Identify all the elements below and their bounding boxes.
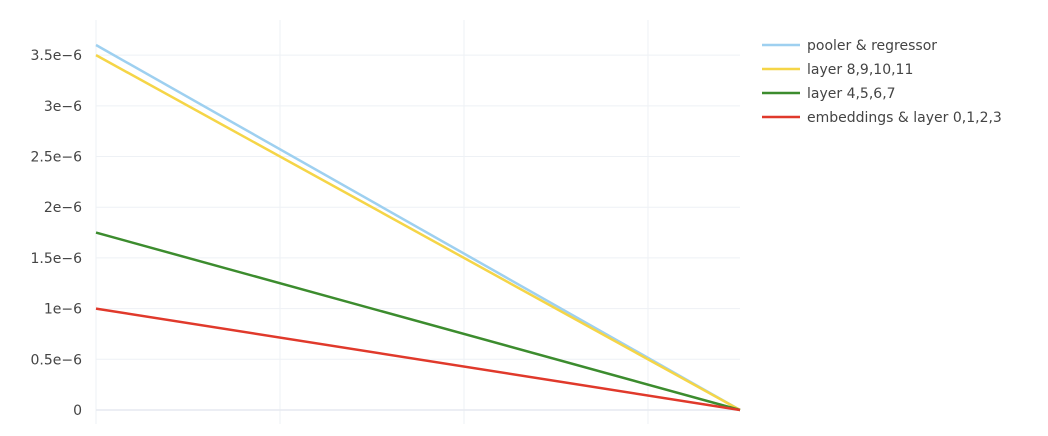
legend-label: layer 8,9,10,11 <box>807 62 913 78</box>
legend-item[interactable]: pooler & regressor <box>762 38 937 54</box>
legend-label: embeddings & layer 0,1,2,3 <box>807 110 1002 126</box>
legend-item[interactable]: embeddings & layer 0,1,2,3 <box>762 110 1002 126</box>
y-tick-label: 1.5e−6 <box>30 251 82 267</box>
y-tick-label: 2e−6 <box>44 200 82 216</box>
legend-label: pooler & regressor <box>807 38 937 54</box>
y-tick-label: 2.5e−6 <box>30 150 82 166</box>
gridlines <box>95 20 740 424</box>
y-axis-ticks: 0 0.5e−6 1e−6 1.5e−6 2e−6 2.5e−6 3e−6 3.5e−6 <box>30 48 82 419</box>
series-line <box>95 231 741 412</box>
y-tick-label: 0 <box>73 403 82 419</box>
series-line <box>95 54 741 412</box>
y-tick-label: 3.5e−6 <box>30 48 82 64</box>
y-tick-label: 1e−6 <box>44 302 82 318</box>
series-lines <box>95 43 741 412</box>
series-line <box>95 307 741 412</box>
legend[interactable]: pooler & regressor layer 8,9,10,11 layer 4… <box>762 38 1002 126</box>
legend-item[interactable]: layer 4,5,6,7 <box>762 86 896 102</box>
legend-label: layer 4,5,6,7 <box>807 86 896 102</box>
y-tick-label: 0.5e−6 <box>30 352 82 368</box>
y-tick-label: 3e−6 <box>44 99 82 115</box>
legend-item[interactable]: layer 8,9,10,11 <box>762 62 913 78</box>
series-line <box>95 43 741 412</box>
